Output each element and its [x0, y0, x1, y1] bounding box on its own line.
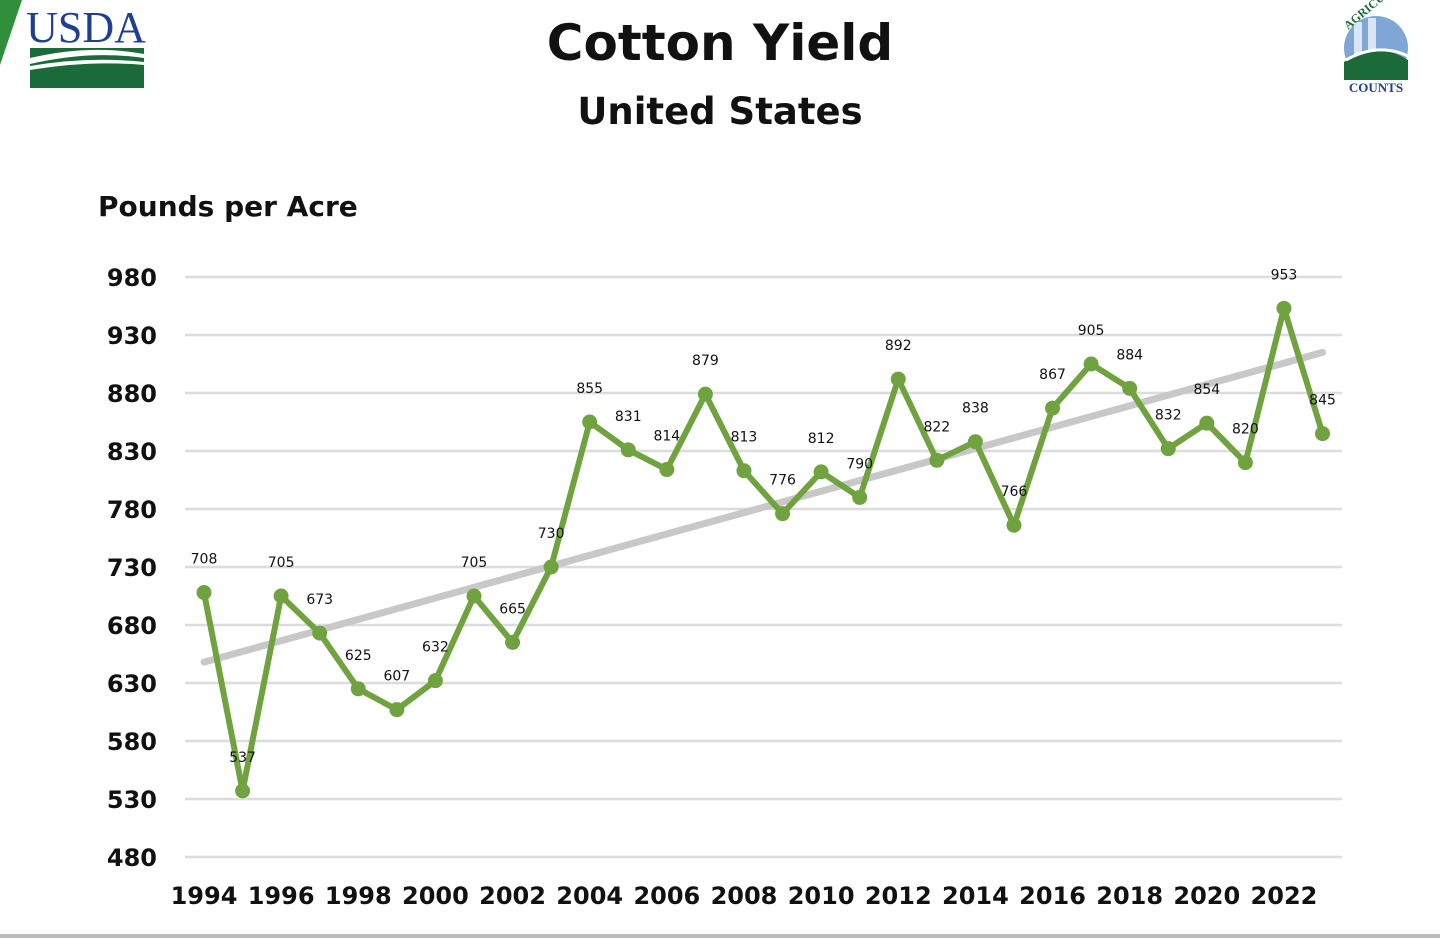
y-tick-label: 980 [107, 264, 157, 292]
data-label: 814 [653, 429, 680, 445]
y-tick-label: 580 [107, 728, 157, 756]
y-tick-label: 630 [107, 670, 157, 698]
data-point [1045, 400, 1061, 416]
y-tick-label: 730 [107, 554, 157, 582]
data-label: 884 [1116, 347, 1143, 363]
data-point [543, 559, 559, 575]
data-label: 822 [923, 419, 950, 435]
divider [0, 934, 1440, 938]
x-tick-label: 2008 [711, 882, 778, 910]
data-point [350, 681, 366, 697]
y-tick-label: 830 [107, 438, 157, 466]
data-point [1083, 356, 1099, 372]
data-point [1276, 300, 1292, 316]
data-label: 673 [306, 592, 333, 608]
data-point [427, 673, 443, 689]
data-point [1122, 380, 1138, 396]
data-label: 730 [538, 526, 565, 542]
x-tick-label: 2016 [1019, 882, 1086, 910]
svg-text:COUNTS: COUNTS [1349, 80, 1403, 95]
data-label: 812 [808, 431, 835, 447]
x-tick-label: 2004 [556, 882, 623, 910]
chart-title: Cotton Yield [546, 14, 894, 72]
data-point [620, 442, 636, 458]
agriculture-counts-logo: COUNTS AGRICULTURE [1341, 0, 1418, 95]
series-line [201, 305, 1326, 794]
data-point [1006, 517, 1022, 533]
data-point [312, 625, 328, 641]
data-label: 845 [1309, 393, 1336, 409]
data-point [389, 702, 405, 718]
data-label: 625 [345, 648, 372, 664]
data-label: 705 [461, 555, 488, 571]
data-label: 607 [383, 669, 410, 685]
trendline [200, 348, 1327, 666]
data-label: 855 [576, 381, 603, 397]
data-point [1199, 415, 1215, 431]
x-tick-label: 1994 [171, 882, 238, 910]
x-tick-label: 2022 [1251, 882, 1318, 910]
y-tick-label: 780 [107, 496, 157, 524]
chart-subtitle: United States [577, 90, 863, 133]
data-label: 953 [1271, 267, 1298, 283]
usda-logo: USDA [0, 0, 146, 88]
data-label: 537 [229, 750, 256, 766]
data-point [1237, 455, 1253, 471]
data-label: 854 [1193, 382, 1220, 398]
data-point [775, 506, 791, 522]
data-label: 665 [499, 601, 526, 617]
svg-text:USDA: USDA [26, 3, 146, 52]
data-point [1315, 426, 1331, 442]
data-point [890, 371, 906, 387]
data-point [466, 588, 482, 604]
x-tick-label: 2018 [1096, 882, 1163, 910]
y-tick-label: 880 [107, 380, 157, 408]
x-tick-label: 1998 [325, 882, 392, 910]
data-point [929, 452, 945, 468]
data-label: 838 [962, 401, 989, 417]
data-point [235, 783, 251, 799]
data-label: 879 [692, 353, 719, 369]
data-label: 632 [422, 640, 449, 656]
x-tick-label: 2002 [479, 882, 546, 910]
x-tick-label: 2000 [402, 882, 469, 910]
data-label: 867 [1039, 367, 1066, 383]
data-point [505, 634, 521, 650]
data-point [273, 588, 289, 604]
data-label: 820 [1232, 422, 1259, 438]
data-label: 766 [1001, 484, 1028, 500]
data-label: 832 [1155, 408, 1182, 424]
data-point [736, 463, 752, 479]
x-tick-label: 2014 [942, 882, 1009, 910]
data-label: 831 [615, 409, 642, 425]
y-tick-label: 480 [107, 844, 157, 872]
data-label: 705 [268, 555, 295, 571]
y-tick-label: 930 [107, 322, 157, 350]
x-tick-label: 2012 [865, 882, 932, 910]
data-label: 790 [846, 456, 873, 472]
data-point [1160, 441, 1176, 457]
y-tick-label: 680 [107, 612, 157, 640]
data-label: 892 [885, 338, 912, 354]
data-label: 776 [769, 473, 796, 489]
data-point [967, 434, 983, 450]
y-axis-label: Pounds per Acre [98, 190, 358, 223]
data-point [697, 386, 713, 402]
data-label: 813 [731, 430, 758, 446]
x-tick-label: 1996 [248, 882, 315, 910]
x-tick-label: 2010 [788, 882, 855, 910]
data-label: 905 [1078, 323, 1105, 339]
y-tick-label: 530 [107, 786, 157, 814]
data-point [659, 462, 675, 478]
x-tick-label: 2020 [1173, 882, 1240, 910]
data-point [813, 464, 829, 480]
data-point [196, 585, 212, 601]
x-tick-label: 2006 [633, 882, 700, 910]
data-point [582, 414, 598, 430]
data-label: 708 [191, 552, 218, 568]
data-point [852, 489, 868, 505]
